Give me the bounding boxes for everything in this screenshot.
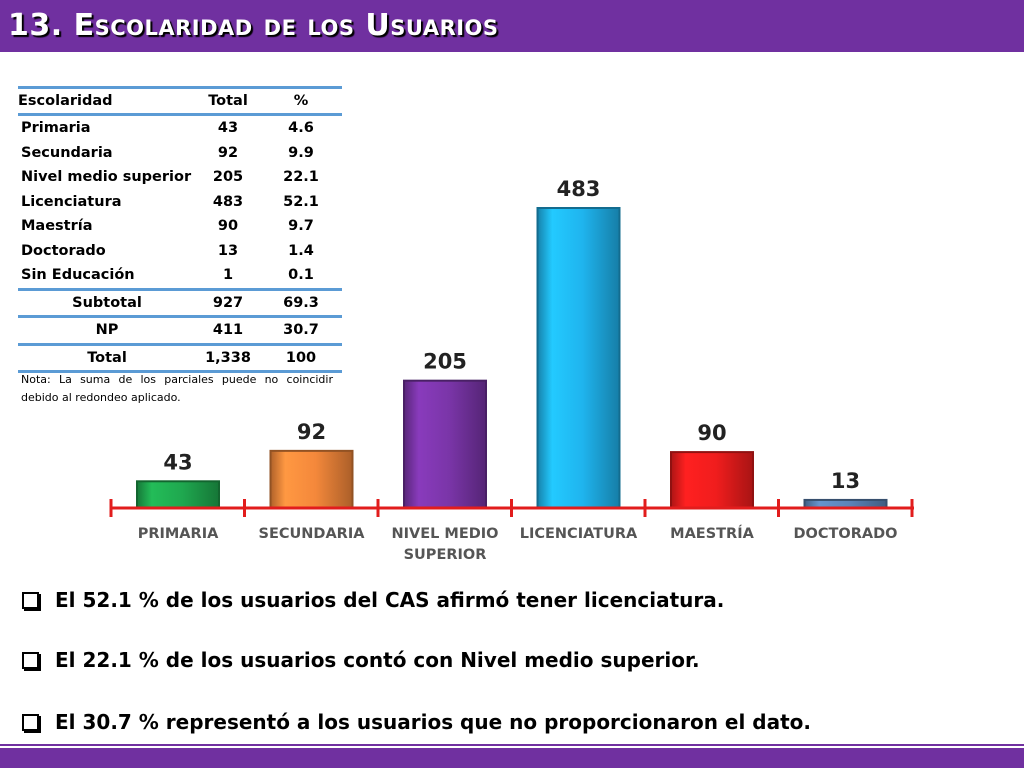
row-total: 92 (217, 144, 239, 161)
bar-chart: 43 PRIMARIA 92 SECUNDARIA 205 NIVEL MEDIO SUPE… (109, 177, 914, 563)
category-label-0: PRIMARIA (138, 526, 219, 542)
summary-row-total: Total 1,338 100 (18, 342, 342, 373)
category-label-3: LICENCIATURA (520, 526, 638, 542)
data-label-4: 90 (697, 421, 726, 445)
summary-total: 1,338 (196, 342, 260, 373)
row-label: Licenciatura (21, 193, 122, 210)
row-percent: 22.1 (283, 169, 319, 186)
bullet-item: El 52.1 % de los usuarios del CAS afirmó… (22, 588, 724, 612)
row-total: 205 (212, 169, 244, 186)
table-row: Licenciatura 483 52.1 (18, 190, 342, 215)
bullet-text: El 30.7 % representó a los usuarios que … (55, 710, 812, 734)
checkbox-bullet-icon (22, 651, 39, 669)
row-percent: 0.1 (288, 267, 314, 284)
bullet-item: El 22.1 % de los usuarios contó con Nive… (22, 648, 700, 672)
row-label: Maestría (21, 218, 93, 235)
row-label: Secundaria (21, 144, 113, 161)
summary-total: 411 (196, 315, 260, 344)
summary-label: Subtotal (18, 287, 196, 317)
summary-label: Total (18, 342, 196, 373)
row-percent: 52.1 (283, 193, 319, 210)
summary-percent: 69.3 (260, 287, 342, 317)
row-total: 1 (222, 267, 234, 284)
bullet-item: El 30.7 % representó a los usuarios que … (22, 710, 811, 734)
row-total: 43 (217, 120, 239, 137)
data-label-3: 483 (557, 177, 601, 201)
table-row: Sin Educación 1 0.1 (18, 263, 342, 289)
checkbox-bullet-icon (22, 713, 39, 731)
row-total: 483 (212, 193, 244, 210)
row-label: Doctorado (21, 242, 106, 259)
header-total: Total (196, 86, 260, 116)
row-total: 13 (217, 242, 239, 259)
summary-total: 927 (196, 287, 260, 317)
header-percent: % (260, 86, 342, 116)
bullet-text: El 52.1 % de los usuarios del CAS afirmó… (55, 588, 725, 612)
category-label-5: DOCTORADO (794, 526, 898, 542)
table-row: Maestría 90 9.7 (18, 214, 342, 239)
category-label-2-0: NIVEL MEDIO (391, 526, 498, 542)
row-label: Nivel medio superior (21, 169, 192, 186)
data-label-2: 205 (423, 350, 467, 374)
bullet-text: El 22.1 % de los usuarios contó con Nive… (55, 648, 700, 672)
footer-rule (0, 744, 1024, 746)
table-header-row: Escolaridad Total % (18, 86, 342, 116)
row-label: Sin Educación (21, 267, 135, 284)
bar-3 (536, 207, 621, 509)
table-row: Secundaria 92 9.9 (18, 141, 342, 166)
title-bar: 13. Escolaridad de los Usuarios (0, 0, 1024, 52)
footer-bar (0, 748, 1024, 768)
row-total: 90 (217, 218, 239, 235)
row-percent: 9.9 (288, 144, 314, 161)
bar-0 (136, 480, 220, 510)
bar-4 (670, 451, 754, 509)
category-label-1: SECUNDARIA (259, 526, 366, 542)
checkbox-bullet-icon (22, 591, 39, 609)
table-row: Primaria 43 4.6 (18, 115, 342, 141)
summary-label: NP (18, 315, 196, 344)
data-label-0: 43 (163, 450, 192, 474)
data-label-5: 13 (831, 469, 860, 493)
bar-2 (403, 379, 487, 509)
summary-percent: 30.7 (260, 315, 342, 344)
row-percent: 4.6 (288, 120, 314, 137)
row-percent: 1.4 (288, 242, 314, 259)
row-percent: 9.7 (288, 218, 314, 235)
category-label-4: MAESTRÍA (670, 525, 754, 542)
row-label: Primaria (21, 120, 91, 137)
summary-percent: 100 (260, 342, 342, 373)
summary-row-np: NP 411 30.7 (18, 315, 342, 344)
bar-1 (269, 449, 354, 510)
escolaridad-table: Escolaridad Total % Primaria 43 4.6 Secu… (18, 86, 342, 373)
slide-title: 13. Escolaridad de los Usuarios (8, 8, 499, 43)
category-label-2-1: SUPERIOR (404, 547, 487, 563)
summary-row-subtotal: Subtotal 927 69.3 (18, 287, 342, 317)
table-row: Nivel medio superior 205 22.1 (18, 165, 342, 190)
table-note: Nota: La suma de los parciales puede no … (21, 373, 333, 404)
header-escolaridad: Escolaridad (18, 86, 196, 116)
table-row: Doctorado 13 1.4 (18, 239, 342, 264)
data-label-1: 92 (297, 420, 326, 444)
